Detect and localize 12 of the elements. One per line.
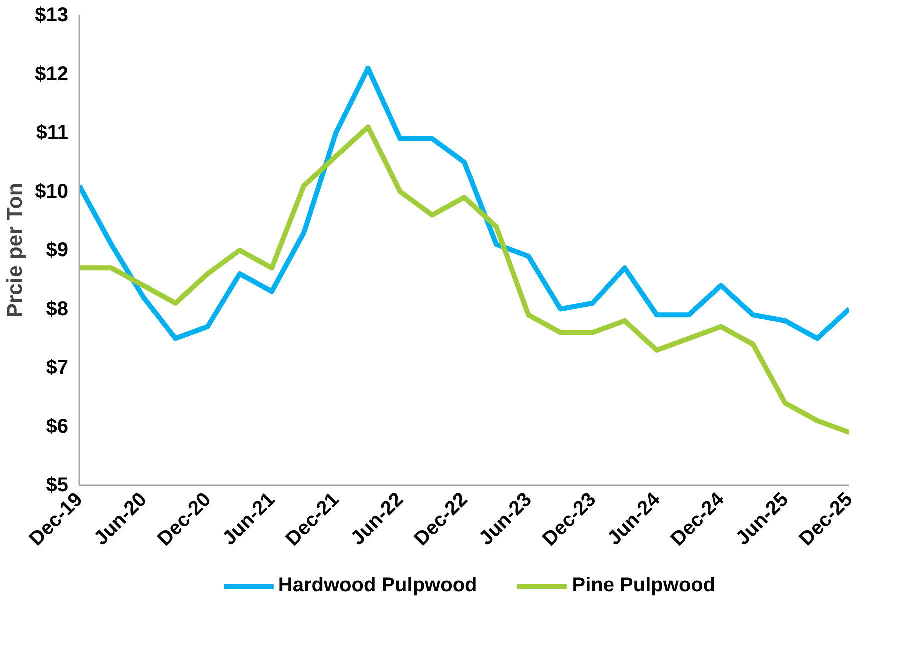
y-axis-title: Prcie per Ton — [3, 183, 28, 318]
y-tick-label: $11 — [36, 122, 68, 144]
legend-label: Hardwood Pulpwood — [278, 574, 478, 598]
y-tick-label: $12 — [35, 63, 69, 86]
y-tick-label: $7 — [46, 357, 69, 379]
y-tick-label: $13 — [35, 4, 69, 26]
y-tick-label: $9 — [46, 240, 69, 262]
y-tick-label: $5 — [46, 474, 69, 496]
y-tick-label: $8 — [46, 298, 69, 320]
legend-label: Pine Pulpwood — [572, 574, 716, 598]
y-tick-label: $10 — [35, 180, 69, 203]
y-tick-label: $6 — [46, 416, 69, 438]
